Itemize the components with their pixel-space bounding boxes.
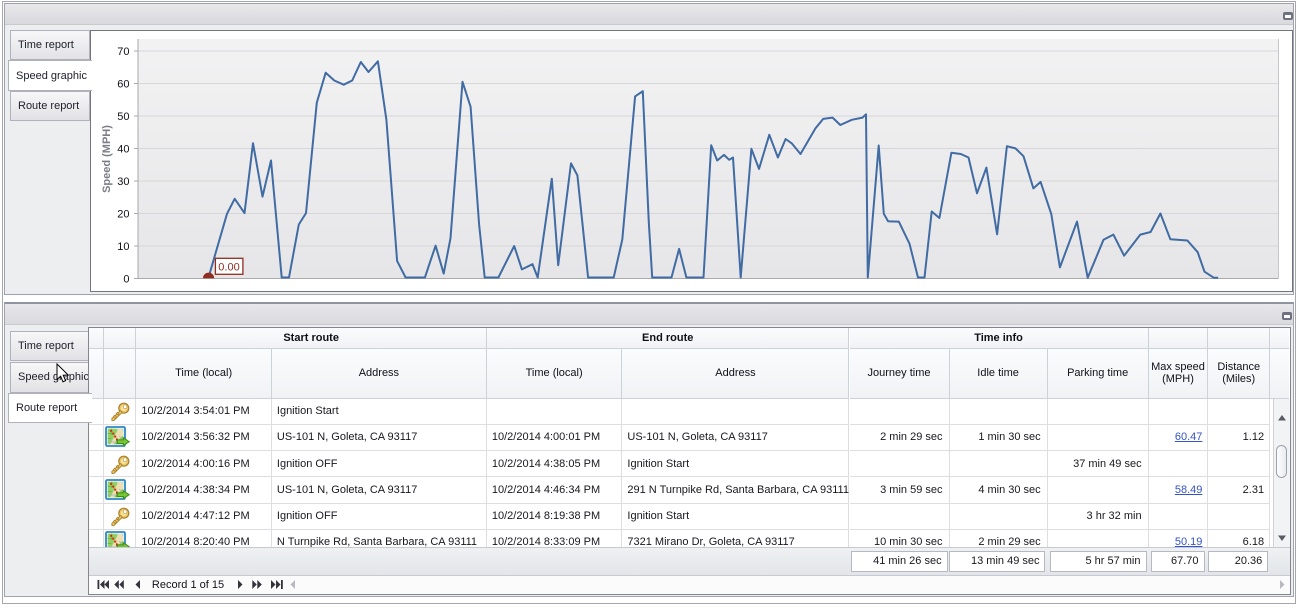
svg-text:10: 10	[117, 241, 129, 253]
svg-text:20: 20	[117, 209, 129, 221]
svg-text:Speed (MPH): Speed (MPH)	[101, 125, 113, 193]
svg-text:60: 60	[117, 79, 129, 91]
svg-text:0: 0	[123, 274, 129, 286]
svg-text:0.00: 0.00	[218, 262, 239, 274]
svg-text:40: 40	[117, 144, 129, 156]
svg-text:30: 30	[117, 176, 129, 188]
svg-text:70: 70	[117, 46, 129, 58]
svg-text:50: 50	[117, 111, 129, 123]
